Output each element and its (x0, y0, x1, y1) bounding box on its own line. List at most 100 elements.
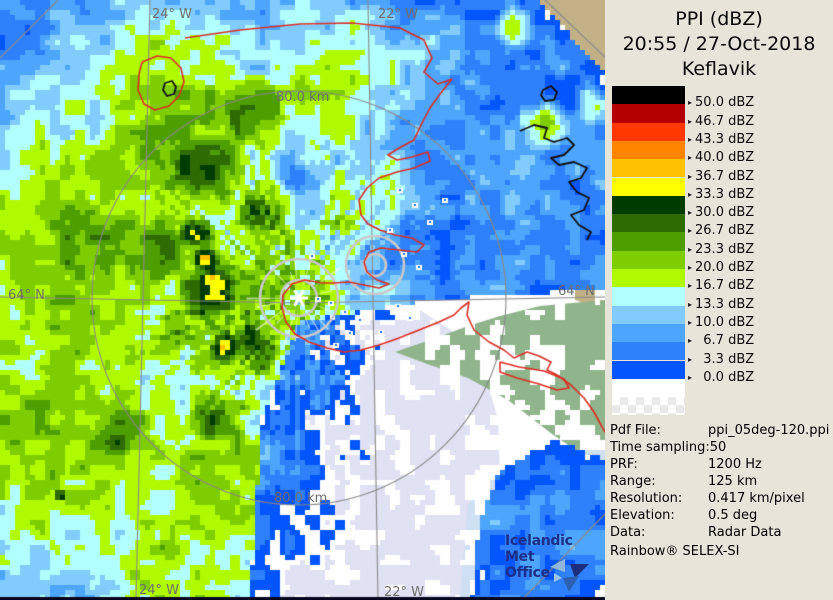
legend-label-text: 46.7 dBZ (695, 113, 755, 129)
legend-label: ▸ 36.7 dBZ (688, 169, 754, 184)
info-row: Range: 125 km (610, 473, 832, 490)
map-canvas (0, 0, 605, 600)
legend-label-text: 16.7 dBZ (695, 278, 755, 294)
info-label: Range: (610, 474, 656, 489)
legend-tick-arrow-icon: ▸ (688, 134, 693, 144)
legend-label-text: 0.0 dBZ (695, 369, 755, 385)
info-row: Data: Radar Data (610, 524, 832, 541)
legend-label-text: 10.0 dBZ (695, 314, 755, 330)
info-row: Pdf File: ppi_05deg-120.ppi (610, 422, 832, 439)
legend-label-text: 36.7 dBZ (695, 168, 755, 184)
legend-tick-arrow-icon: ▸ (688, 226, 693, 236)
legend-label: ▸ 50.0 dBZ (688, 95, 754, 110)
legend-swatch-white (612, 378, 685, 398)
legend-tick-arrow-icon: ▸ (688, 299, 693, 309)
info-value: 0.417 km/pixel (708, 491, 805, 506)
legend-label-text: 20.0 dBZ (695, 260, 755, 275)
legend-label: ▸ 40.0 dBZ (688, 150, 754, 165)
legend-swatch (612, 287, 685, 306)
imo-logo-line2: Office (505, 565, 550, 581)
legend-swatch (612, 269, 685, 288)
legend-swatch (612, 250, 685, 269)
legend-label: ▸ 3.3 dBZ (688, 352, 754, 367)
info-label: Resolution: (610, 491, 683, 506)
info-label: PRF: (610, 457, 638, 472)
info-label: Data: (610, 525, 646, 540)
map-label: 64° N (558, 284, 595, 299)
legend-swatch (612, 232, 685, 251)
legend-swatch (612, 214, 685, 233)
info-row: Time sampling:50 (610, 439, 832, 456)
legend-label: ▸ 0.0 dBZ (688, 370, 754, 385)
legend-label-text: 6.7 dBZ (695, 333, 755, 349)
legend-label-text: 26.7 dBZ (695, 223, 755, 239)
product-info: Pdf File: ppi_05deg-120.ppi Time sampling:… (610, 422, 832, 560)
legend-tick-arrow-icon: ▸ (688, 189, 693, 199)
legend-swatch-transparent (612, 397, 685, 416)
legend-label: ▸ 33.3 dBZ (688, 187, 754, 202)
legend-label-text: 50.0 dBZ (695, 95, 755, 111)
legend-tick-arrow-icon: ▸ (688, 336, 693, 346)
panel-header: PPI (dBZ) 20:55 / 27-Oct-2018 Keflavik (605, 7, 833, 82)
info-row: Elevation: 0.5 deg (610, 507, 832, 524)
legend-label: ▸ 26.7 dBZ (688, 223, 754, 238)
legend-swatch (612, 159, 685, 178)
legend-label-text: 43.3 dBZ (695, 131, 755, 147)
legend-tick-arrow-icon: ▸ (688, 281, 693, 291)
legend-tick-arrow-icon: ▸ (688, 263, 693, 272)
info-value: 1200 Hz (708, 457, 762, 472)
legend-swatch (612, 140, 685, 160)
legend-label: ▸ 10.0 dBZ (688, 315, 754, 330)
panel-title: PPI (dBZ) (675, 8, 763, 30)
legend-label: ▸ 20.0 dBZ (688, 260, 754, 275)
info-label: Time sampling: (610, 440, 710, 455)
info-value: 125 km (708, 474, 758, 489)
legend-swatch (612, 86, 685, 105)
legend-label-text: 13.3 dBZ (695, 296, 755, 312)
legend-label-text: 3.3 dBZ (695, 351, 755, 367)
legend-swatch (612, 342, 685, 361)
legend-label: ▸ 13.3 dBZ (688, 297, 754, 312)
legend-label: ▸ 43.3 dBZ (688, 132, 754, 147)
legend-label-text: 23.3 dBZ (695, 241, 755, 257)
legend-swatch (612, 360, 685, 379)
legend-tick-arrow-icon: ▸ (688, 354, 693, 364)
legend-swatch (612, 305, 685, 324)
legend-label: ▸ 46.7 dBZ (688, 114, 754, 129)
legend-tick-arrow-icon: ▸ (688, 98, 693, 108)
legend-label-text: 30.0 dBZ (695, 205, 755, 221)
legend-label: ▸ 16.7 dBZ (688, 278, 754, 293)
legend-swatch (612, 195, 685, 215)
info-value: ppi_05deg-120.ppi (708, 423, 830, 438)
legend-label: ▸ 23.3 dBZ (688, 242, 754, 257)
map-label: 80.0 km (276, 90, 330, 105)
map-label: 22° W (384, 585, 425, 600)
info-row: PRF: 1200 Hz (610, 456, 832, 473)
imo-logo: Icelandic Met Office (505, 533, 600, 581)
legend-tick-arrow-icon: ▸ (688, 317, 693, 327)
legend-label-text: 40.0 dBZ (695, 150, 755, 166)
info-value: Radar Data (708, 525, 782, 540)
legend-label: ▸ 6.7 dBZ (688, 333, 754, 348)
legend-tick-arrow-icon: ▸ (688, 116, 693, 126)
map-label: 80.0 km (274, 491, 328, 506)
logo-pinwheel-icon (550, 559, 589, 592)
info-label: Pdf File: (610, 423, 661, 438)
legend-swatch (612, 177, 685, 196)
map-label: 24° W (152, 7, 193, 22)
legend-swatch (612, 323, 685, 343)
panel-datetime: 20:55 / 27-Oct-2018 (622, 33, 816, 55)
legend-tick-arrow-icon: ▸ (688, 153, 693, 163)
radar-map: 24° W 22° W 80.0 km 64° N 64° N 80.0 km 24° W 2… (0, 0, 605, 600)
legend-tick-arrow-icon: ▸ (688, 372, 693, 382)
info-row: Resolution: 0.417 km/pixel (610, 490, 832, 507)
map-label: 24° W (139, 583, 180, 598)
info-value: 50 (709, 440, 727, 455)
legend-tick-arrow-icon: ▸ (688, 208, 693, 218)
legend-swatch (612, 104, 685, 123)
legend-swatch (612, 122, 685, 141)
imo-logo-line1: Icelandic Met (505, 533, 573, 565)
legend-label: ▸ 30.0 dBZ (688, 205, 754, 220)
legend-tick-arrow-icon: ▸ (688, 171, 693, 181)
